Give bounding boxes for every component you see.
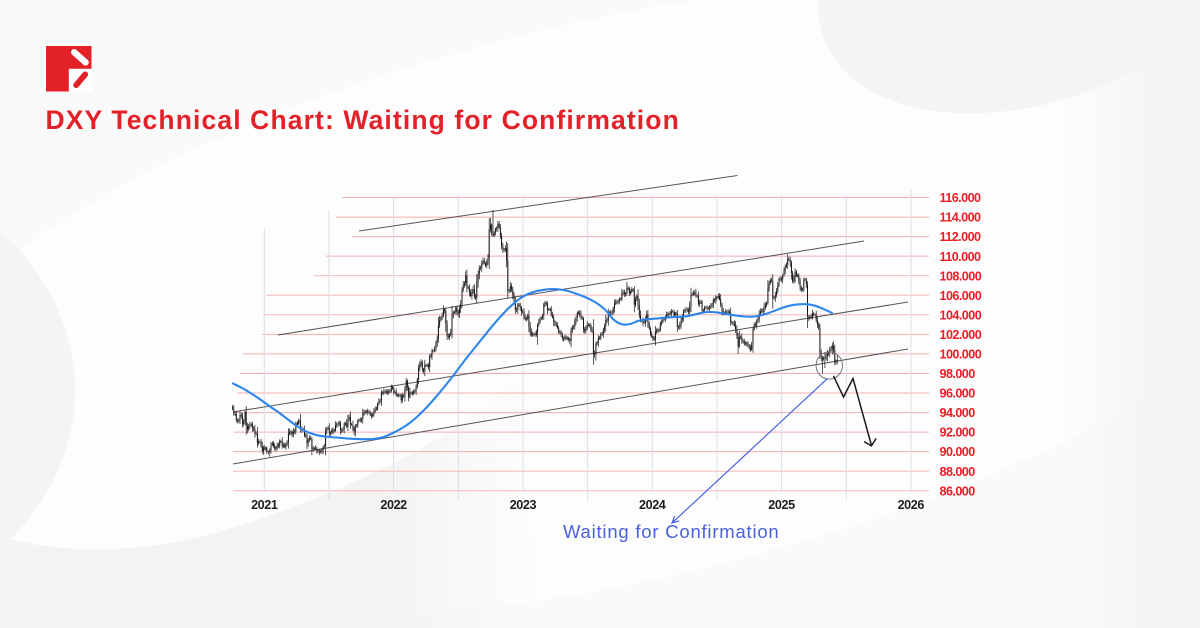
svg-text:92.000: 92.000 bbox=[940, 426, 976, 440]
svg-text:114.000: 114.000 bbox=[940, 211, 982, 225]
svg-text:94.000: 94.000 bbox=[940, 406, 976, 420]
svg-text:88.000: 88.000 bbox=[940, 465, 976, 479]
svg-text:2022: 2022 bbox=[380, 498, 407, 512]
svg-text:86.000: 86.000 bbox=[940, 484, 976, 498]
svg-text:96.000: 96.000 bbox=[940, 387, 976, 401]
svg-text:102.000: 102.000 bbox=[940, 328, 982, 342]
svg-text:104.000: 104.000 bbox=[940, 308, 982, 322]
svg-text:108.000: 108.000 bbox=[940, 269, 982, 283]
svg-text:2023: 2023 bbox=[510, 498, 537, 512]
svg-text:2024: 2024 bbox=[639, 498, 666, 512]
svg-text:116.000: 116.000 bbox=[940, 191, 982, 205]
svg-text:100.000: 100.000 bbox=[940, 348, 982, 362]
svg-text:112.000: 112.000 bbox=[940, 230, 982, 244]
svg-text:110.000: 110.000 bbox=[940, 250, 982, 264]
svg-text:2025: 2025 bbox=[768, 498, 795, 512]
svg-text:2021: 2021 bbox=[251, 498, 278, 512]
svg-text:106.000: 106.000 bbox=[940, 289, 982, 303]
svg-text:90.000: 90.000 bbox=[940, 445, 976, 459]
svg-text:98.000: 98.000 bbox=[940, 367, 976, 381]
svg-text:2026: 2026 bbox=[898, 498, 925, 512]
